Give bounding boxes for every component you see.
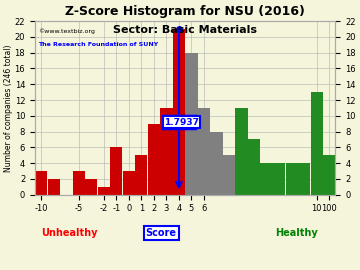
Title: Z-Score Histogram for NSU (2016): Z-Score Histogram for NSU (2016) xyxy=(65,5,305,18)
Bar xyxy=(123,171,135,195)
Bar xyxy=(285,163,298,195)
Bar xyxy=(110,147,122,195)
Text: The Research Foundation of SUNY: The Research Foundation of SUNY xyxy=(38,42,158,47)
Bar xyxy=(48,179,60,195)
Bar xyxy=(261,163,273,195)
Bar xyxy=(85,179,98,195)
Bar xyxy=(148,124,160,195)
Bar xyxy=(210,131,222,195)
Bar xyxy=(248,140,260,195)
Bar xyxy=(198,108,210,195)
Text: Score: Score xyxy=(146,228,177,238)
Text: Healthy: Healthy xyxy=(275,228,318,238)
Bar xyxy=(185,53,198,195)
Text: Unhealthy: Unhealthy xyxy=(41,228,98,238)
Bar xyxy=(173,29,185,195)
Text: 1.7937: 1.7937 xyxy=(164,118,199,127)
Bar xyxy=(273,163,285,195)
Bar xyxy=(135,155,148,195)
Bar xyxy=(235,108,248,195)
Text: ©www.textbiz.org: ©www.textbiz.org xyxy=(38,28,95,34)
Bar xyxy=(160,108,172,195)
Text: Sector: Basic Materials: Sector: Basic Materials xyxy=(113,25,257,35)
Y-axis label: Number of companies (246 total): Number of companies (246 total) xyxy=(4,44,13,172)
Bar xyxy=(298,163,310,195)
Bar xyxy=(35,171,47,195)
Bar xyxy=(73,171,85,195)
Bar xyxy=(311,92,323,195)
Bar xyxy=(98,187,110,195)
Bar xyxy=(223,155,235,195)
Bar xyxy=(323,155,336,195)
